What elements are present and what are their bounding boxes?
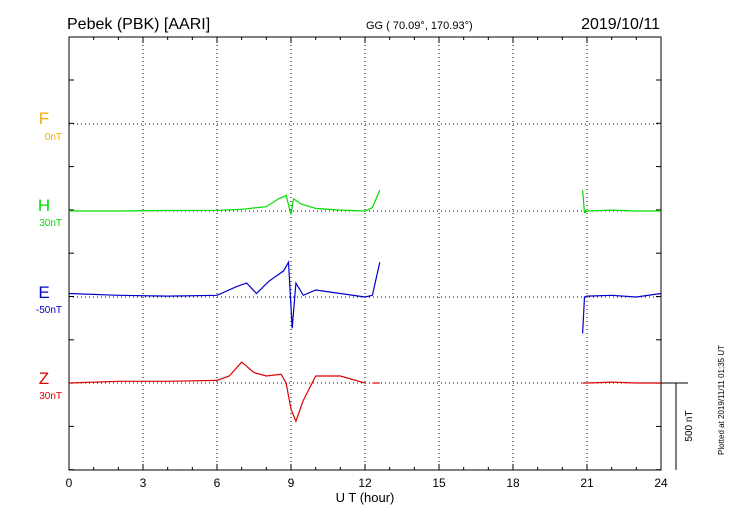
series-name-f: F bbox=[39, 109, 49, 128]
x-tick-label: 0 bbox=[66, 476, 73, 490]
series-name-h: H bbox=[38, 196, 50, 215]
series-name-e: E bbox=[38, 283, 49, 302]
trace-z bbox=[68, 361, 366, 423]
x-tick-labels: 0 3 6 9 12 15 18 21 24 bbox=[66, 476, 668, 490]
chart-date: 2019/10/11 bbox=[581, 16, 660, 33]
series-labels: F 0nT H 30nT E -50nT Z 30nT bbox=[36, 109, 62, 402]
scale-bar: 500 nT bbox=[661, 382, 695, 470]
scale-bar-label: 500 nT bbox=[684, 410, 695, 441]
trace-h bbox=[582, 190, 661, 214]
x-tick-label: 18 bbox=[506, 476, 520, 490]
series-offset-f: 0nT bbox=[45, 132, 62, 143]
series-name-z: Z bbox=[39, 369, 49, 388]
x-tick-label: 15 bbox=[432, 476, 446, 490]
series-offset-z: 30nT bbox=[39, 391, 62, 402]
trace-h bbox=[69, 189, 381, 215]
station-coords: GG ( 70.09°, 170.93°) bbox=[366, 20, 473, 32]
trace-z bbox=[582, 381, 661, 384]
chart-title: Pebek (PBK) [AARI] bbox=[67, 16, 210, 33]
x-tick-label: 3 bbox=[140, 476, 147, 490]
grid-lines bbox=[69, 37, 661, 470]
x-axis-label: U T (hour) bbox=[336, 490, 395, 505]
trace-e bbox=[582, 292, 662, 334]
x-tick-label: 21 bbox=[580, 476, 594, 490]
x-tick-label: 24 bbox=[654, 476, 668, 490]
trace-e bbox=[68, 260, 381, 329]
series-offset-h: 30nT bbox=[39, 218, 62, 229]
plot-timestamp: Plotted at 2019/11/11 01:35 UT bbox=[717, 345, 726, 455]
traces bbox=[68, 189, 662, 423]
x-tick-label: 6 bbox=[214, 476, 221, 490]
x-tick-label: 12 bbox=[358, 476, 372, 490]
x-tick-label: 9 bbox=[288, 476, 295, 490]
series-offset-e: -50nT bbox=[36, 305, 62, 316]
